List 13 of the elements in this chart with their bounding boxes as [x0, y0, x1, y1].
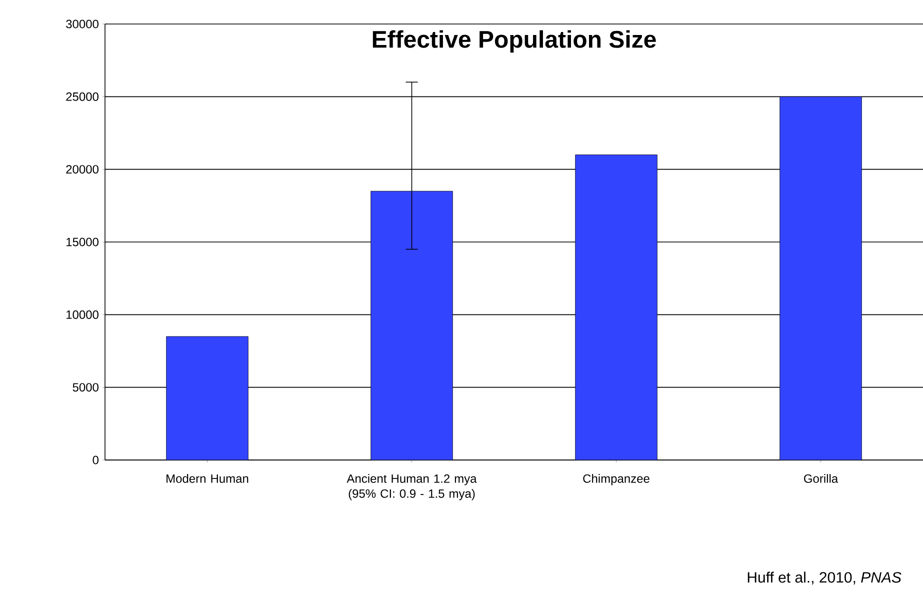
x-tick-label: Gorilla [804, 474, 838, 483]
y-tick-label: 30000 [66, 20, 98, 28]
chart-title: Effective Population Size [372, 30, 656, 53]
y-tick-label: 10000 [66, 310, 98, 319]
x-tick-label: Modern Human [166, 474, 248, 483]
y-tick-label: 0 [92, 456, 99, 464]
y-tick-label: 25000 [66, 92, 98, 101]
x-tick-label: Ancient Human 1.2 mya (95% CI: 0.9 - 1.5 mya) [346, 474, 477, 500]
x-tick-label: Chimpanzee [583, 474, 650, 486]
y-tick-label: 15000 [66, 238, 98, 246]
text: Huff et al., 2010, PNAS [748, 572, 902, 584]
y-tick-label: 20000 [66, 165, 98, 174]
y-tick-label: 5000 [72, 383, 99, 392]
